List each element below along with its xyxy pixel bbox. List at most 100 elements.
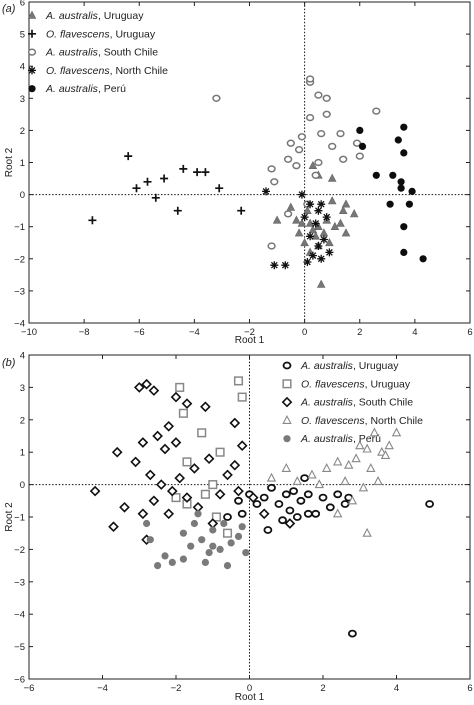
y-tick-label-b: 0 (20, 480, 25, 491)
data-point-circle-open (322, 110, 331, 118)
data-point-plus (160, 174, 169, 183)
y-tick-label-b: −4 (14, 610, 25, 621)
legend-marker-circle-open-thick (282, 361, 292, 370)
legend-marker-square-open (282, 379, 292, 389)
data-point-asterisk (270, 261, 279, 270)
data-point-circle-open (283, 155, 293, 163)
legend-marker-diamond-open (281, 396, 293, 408)
x-tick-label-b: 2 (320, 683, 325, 694)
data-point-circle-open-thick (278, 516, 288, 525)
data-point-diamond-open (141, 378, 152, 390)
data-point-circle-open-thick (325, 503, 335, 512)
data-point-square-open (215, 447, 225, 457)
data-point-triangle-filled (303, 205, 312, 214)
legend-marker-asterisk (28, 66, 36, 75)
data-point-asterisk (308, 251, 317, 260)
series-b-3 (89, 378, 296, 546)
data-point-circle-open (305, 113, 315, 122)
legend-marker-circle-open (27, 48, 37, 56)
data-point-triangle-filled (316, 279, 326, 288)
data-point-circle-open-thick (274, 500, 284, 508)
data-point-asterisk (300, 213, 309, 222)
panel-label-a: (a) (2, 3, 16, 15)
data-point-triangle-filled (272, 215, 282, 224)
data-point-triangle-open (366, 463, 376, 472)
data-point-triangle-filled (294, 228, 304, 237)
data-point-circle-open (314, 91, 323, 99)
data-point-triangle-filled (292, 215, 301, 224)
data-point-triangle-open (391, 427, 402, 437)
data-point-asterisk (306, 200, 315, 209)
data-point-triangle-open (266, 472, 277, 482)
x-tick-label-b: 4 (394, 683, 399, 694)
y-tick-label-b: 1 (20, 448, 25, 459)
data-point-diamond-open (203, 453, 215, 465)
x-tick-label-a: −8 (79, 327, 90, 338)
data-point-asterisk (325, 248, 334, 257)
data-point-triangle-filled (325, 237, 334, 247)
data-point-asterisk (314, 242, 323, 250)
y-axis-label-b: Root 2 (4, 502, 15, 532)
data-point-circle-open (372, 107, 381, 115)
data-point-circle-filled (400, 123, 408, 131)
legend-marker-triangle-open (282, 415, 292, 424)
data-point-asterisk (297, 190, 306, 199)
data-point-circle-open (286, 139, 295, 147)
data-point-square-open (208, 480, 218, 490)
data-point-square-open (175, 382, 185, 392)
legend-marker-plus (28, 29, 36, 38)
data-point-circle-filled-gray (220, 519, 228, 528)
data-point-asterisk (303, 258, 312, 266)
data-point-triangle-filled (341, 228, 351, 237)
data-point-plus (88, 216, 97, 225)
legend-entry-b: A. australis, Perú (300, 433, 381, 445)
data-point-asterisk (319, 235, 328, 244)
data-point-circle-open (352, 139, 362, 147)
data-point-diamond-open (159, 443, 171, 455)
data-point-triangle-filled (341, 199, 351, 208)
data-point-diamond-open (236, 440, 248, 452)
data-point-circle-open (317, 129, 326, 138)
data-point-circle-open-thick (234, 496, 243, 505)
data-point-triangle-open (292, 476, 303, 485)
data-point-square-open (200, 489, 210, 499)
data-point-circle-filled (419, 255, 427, 263)
data-point-triangle-open (377, 446, 387, 456)
data-point-triangle-open (355, 440, 365, 450)
data-point-circle-open-thick (318, 493, 328, 502)
legend-marker-circle-filled (28, 85, 36, 93)
x-tick-label-a: −10 (21, 327, 37, 338)
data-point-circle-open (339, 155, 348, 163)
y-tick-label-a: −2 (14, 254, 25, 265)
y-tick-label-b: −5 (14, 642, 25, 653)
data-point-triangle-open (281, 463, 292, 472)
data-point-triangle-open (347, 495, 358, 505)
data-point-circle-open-thick (425, 500, 435, 508)
x-tick-label-b: −4 (97, 683, 108, 694)
chart-panel-b: −6 −4 −2 0 2 4 6 −6 −5 −4 −3 −2 −1 0 1 2 3 4 Root 1 Root 2 (… (2, 351, 473, 704)
data-point-circle-filled-gray (205, 549, 213, 557)
x-tick-label-a: 6 (467, 327, 472, 338)
data-point-diamond-open (170, 391, 182, 403)
data-point-circle-open (283, 210, 293, 218)
data-point-circle-open (305, 75, 315, 83)
x-tick-label-a: −2 (244, 327, 255, 338)
x-tick-label-a: 2 (357, 327, 362, 338)
data-point-diamond-open (137, 508, 149, 520)
legend-entry-a: O. flavescens, Uruguay (46, 28, 156, 40)
data-point-square-open (222, 528, 233, 538)
data-point-circle-filled (400, 248, 408, 256)
data-point-triangle-filled (300, 237, 309, 247)
data-point-circle-filled-gray (187, 542, 195, 550)
data-point-circle-open-thick (223, 513, 232, 521)
data-point-diamond-open (137, 437, 149, 448)
legend-b: A. australis, Uruguay O. flavescens, Urug… (281, 360, 423, 445)
x-tick-label-b: −6 (24, 683, 35, 694)
data-point-circle-open-thick (292, 513, 302, 521)
data-point-diamond-open (284, 518, 296, 529)
data-point-plus (143, 177, 152, 186)
data-point-circle-filled (397, 184, 405, 192)
data-point-circle-filled (405, 200, 413, 208)
data-point-plus (179, 164, 188, 173)
